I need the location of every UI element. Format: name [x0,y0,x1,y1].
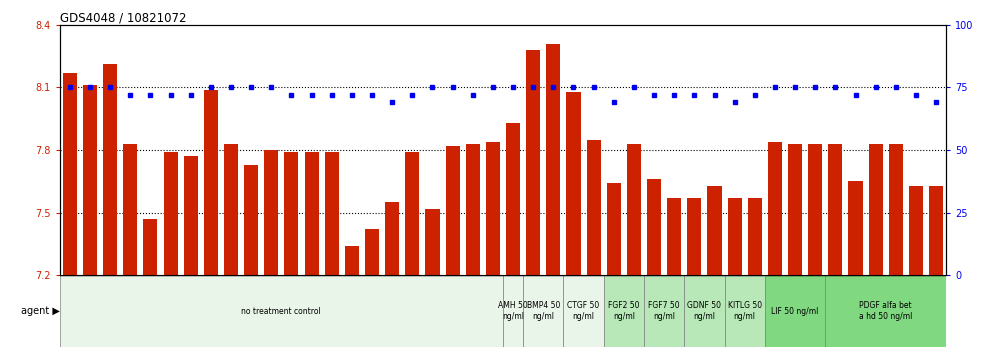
Bar [725,275,765,347]
Bar [564,275,604,347]
Bar [244,165,258,275]
Text: KITLG 50
ng/ml: KITLG 50 ng/ml [728,301,762,321]
Bar [567,92,581,275]
Bar [728,198,742,275]
Bar [768,142,782,275]
Text: AMH 50
ng/ml: AMH 50 ng/ml [498,301,528,321]
Bar [808,144,823,275]
Bar [788,144,802,275]
Bar [425,209,439,275]
Bar [687,198,701,275]
Bar [607,183,621,275]
Bar [103,64,118,275]
Bar [587,139,601,275]
Bar [365,229,379,275]
Bar [60,275,503,347]
Bar [466,144,480,275]
Bar [604,275,644,347]
Bar [644,275,684,347]
Bar [707,185,721,275]
Bar [83,85,97,275]
Text: LIF 50 ng/ml: LIF 50 ng/ml [772,307,819,316]
Text: agent ▶: agent ▶ [21,306,60,316]
Bar [124,144,137,275]
Bar [305,152,319,275]
Bar [445,146,460,275]
Text: GDS4048 / 10821072: GDS4048 / 10821072 [60,12,186,25]
Bar [385,202,399,275]
Bar [325,152,339,275]
Bar [826,275,946,347]
Bar [888,144,903,275]
Bar [405,152,419,275]
Text: FGF7 50
ng/ml: FGF7 50 ng/ml [648,301,680,321]
Bar [204,90,218,275]
Bar [224,144,238,275]
Bar [523,275,564,347]
Bar [486,142,500,275]
Bar [667,198,681,275]
Text: no treatment control: no treatment control [241,307,322,316]
Bar [506,123,520,275]
Bar [829,144,843,275]
Bar [163,152,177,275]
Bar [143,219,157,275]
Bar [684,275,724,347]
Bar [345,246,359,275]
Bar [264,150,278,275]
Text: PDGF alfa bet
a hd 50 ng/ml: PDGF alfa bet a hd 50 ng/ml [860,301,912,321]
Bar [748,198,762,275]
Bar [285,152,299,275]
Bar [626,144,641,275]
Bar [183,156,198,275]
Bar [63,73,77,275]
Bar [849,181,863,275]
Bar [909,185,923,275]
Bar [526,50,540,275]
Bar [647,179,661,275]
Bar [929,185,943,275]
Bar [765,275,826,347]
Text: BMP4 50
ng/ml: BMP4 50 ng/ml [527,301,560,321]
Bar [869,144,882,275]
Text: CTGF 50
ng/ml: CTGF 50 ng/ml [568,301,600,321]
Text: FGF2 50
ng/ml: FGF2 50 ng/ml [609,301,639,321]
Bar [503,275,523,347]
Bar [546,44,561,275]
Text: GDNF 50
ng/ml: GDNF 50 ng/ml [687,301,721,321]
